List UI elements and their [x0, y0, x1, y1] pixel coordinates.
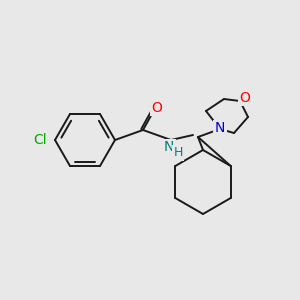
- Text: N: N: [215, 121, 225, 135]
- Text: N: N: [164, 140, 174, 154]
- Text: Cl: Cl: [33, 133, 47, 147]
- Text: O: O: [240, 91, 250, 105]
- Text: O: O: [152, 101, 162, 115]
- Text: H: H: [173, 146, 183, 160]
